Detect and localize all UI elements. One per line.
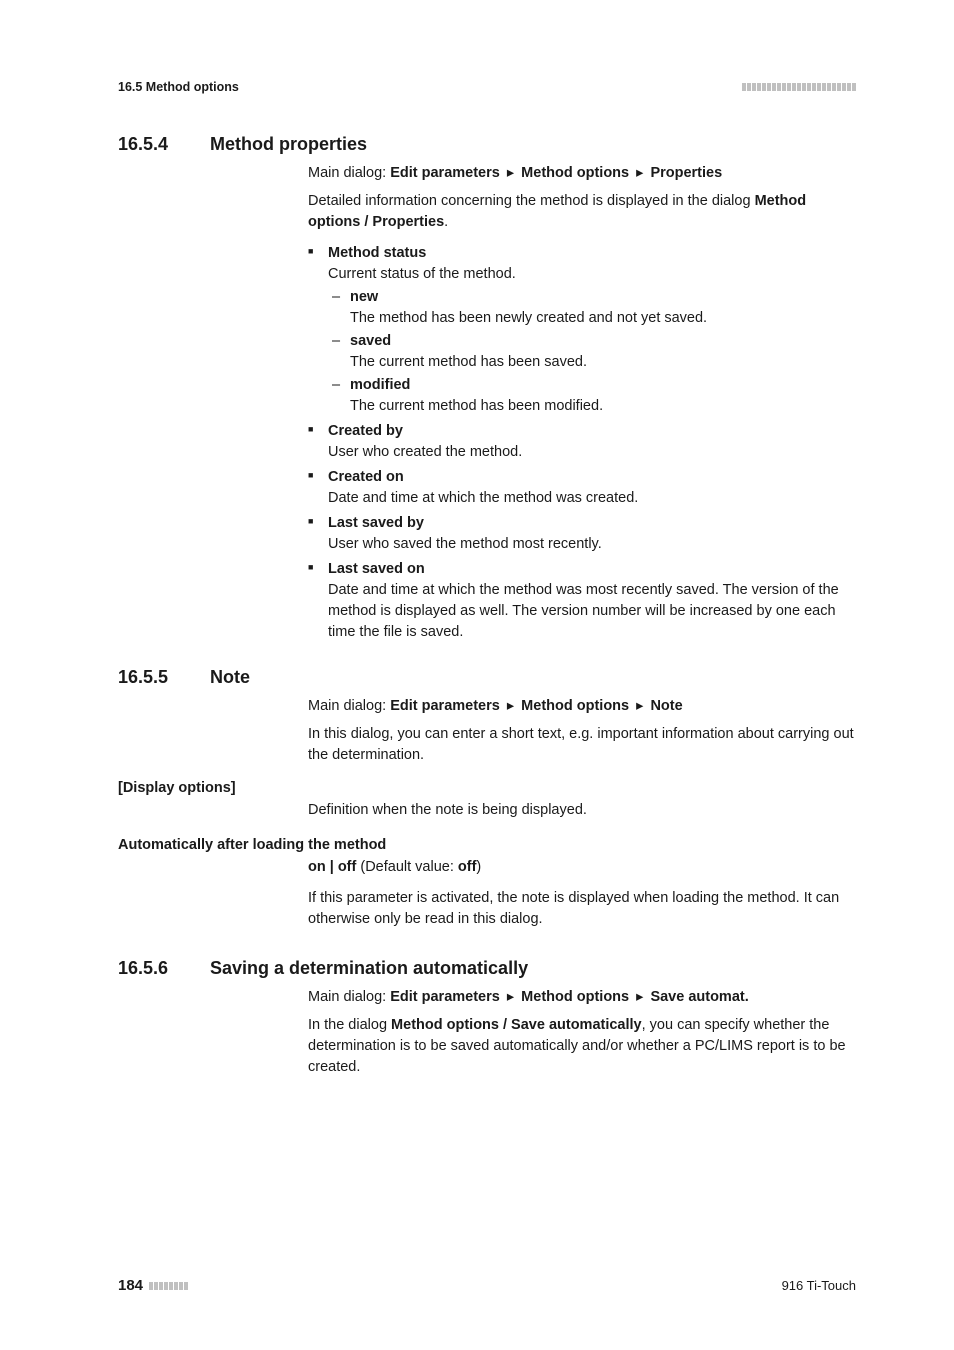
path-part: Save automat.: [650, 989, 748, 1005]
sub-desc: The current method has been modified.: [350, 396, 856, 417]
page-number: 184: [118, 1277, 143, 1294]
header-tickbar: [742, 83, 856, 91]
display-options-desc: Definition when the note is being displa…: [308, 800, 856, 821]
display-options-desc-wrap: Definition when the note is being displa…: [308, 800, 856, 821]
section-title: Method properties: [210, 134, 367, 155]
path-part: Edit parameters: [390, 165, 500, 181]
section-title: Saving a determination automatically: [210, 958, 528, 979]
path-sep-icon: ▸: [636, 989, 643, 1005]
running-header: 16.5 Method options: [118, 80, 856, 94]
device-name: 916 Ti-Touch: [782, 1278, 856, 1293]
section-number: 16.5.6: [118, 958, 210, 979]
path-part: Method options: [521, 989, 629, 1005]
breadcrumb-path: Main dialog: Edit parameters ▸ Method op…: [308, 165, 856, 181]
path-label: Main dialog:: [308, 989, 386, 1005]
list-item: Created by User who created the method.: [308, 421, 856, 463]
section-body-3: Main dialog: Edit parameters ▸ Method op…: [308, 989, 856, 1078]
list-item: new The method has been newly created an…: [328, 287, 856, 329]
section-heading-3: 16.5.6 Saving a determination automatica…: [118, 958, 856, 979]
path-part: Properties: [650, 165, 722, 181]
display-options-label: [Display options]: [118, 780, 856, 796]
prop-title: Created by: [328, 421, 856, 442]
prop-title: Last saved on: [328, 559, 856, 580]
header-section-ref: 16.5 Method options: [118, 80, 239, 94]
list-item: Created on Date and time at which the me…: [308, 467, 856, 509]
page: 16.5 Method options 16.5.4 Method proper…: [0, 0, 954, 1350]
sub-title: new: [350, 287, 856, 308]
list-item: Last saved by User who saved the method …: [308, 513, 856, 555]
section-intro: In the dialog Method options / Save auto…: [308, 1015, 856, 1078]
prop-desc: User who saved the method most recently.: [328, 534, 856, 555]
path-part: Edit parameters: [390, 698, 500, 714]
section-heading-2: 16.5.5 Note: [118, 667, 856, 688]
list-item: Last saved on Date and time at which the…: [308, 559, 856, 643]
sub-title: modified: [350, 375, 856, 396]
section-number: 16.5.5: [118, 667, 210, 688]
sub-desc: The method has been newly created and no…: [350, 308, 856, 329]
section-intro: In this dialog, you can enter a short te…: [308, 724, 856, 766]
path-sep-icon: ▸: [507, 165, 514, 181]
sub-title: saved: [350, 331, 856, 352]
path-sep-icon: ▸: [636, 698, 643, 714]
param-desc: If this parameter is activated, the note…: [308, 888, 856, 930]
prop-title: Last saved by: [328, 513, 856, 534]
list-item: saved The current method has been saved.: [328, 331, 856, 373]
footer-tickbar: [149, 1282, 188, 1290]
path-label: Main dialog:: [308, 698, 386, 714]
page-footer: 184 916 Ti-Touch: [118, 1277, 856, 1294]
path-sep-icon: ▸: [507, 989, 514, 1005]
path-part: Method options: [521, 698, 629, 714]
param-label: Automatically after loading the method: [118, 837, 856, 853]
param-body: on | off (Default value: off) If this pa…: [308, 857, 856, 930]
path-part: Note: [650, 698, 682, 714]
breadcrumb-path: Main dialog: Edit parameters ▸ Method op…: [308, 989, 856, 1005]
section-intro: Detailed information concerning the meth…: [308, 191, 856, 233]
section-number: 16.5.4: [118, 134, 210, 155]
page-number-wrap: 184: [118, 1277, 188, 1294]
prop-desc: User who created the method.: [328, 442, 856, 463]
prop-desc: Date and time at which the method was mo…: [328, 580, 856, 643]
prop-title: Created on: [328, 467, 856, 488]
prop-title: Method status: [328, 243, 856, 264]
breadcrumb-path: Main dialog: Edit parameters ▸ Method op…: [308, 698, 856, 714]
section-body-2: Main dialog: Edit parameters ▸ Method op…: [308, 698, 856, 766]
sub-list: new The method has been newly created an…: [328, 287, 856, 417]
section-title: Note: [210, 667, 250, 688]
path-sep-icon: ▸: [636, 165, 643, 181]
path-part: Edit parameters: [390, 989, 500, 1005]
prop-desc: Current status of the method.: [328, 264, 856, 285]
path-label: Main dialog:: [308, 165, 386, 181]
list-item: modified The current method has been mod…: [328, 375, 856, 417]
section-body-1: Main dialog: Edit parameters ▸ Method op…: [308, 165, 856, 643]
path-part: Method options: [521, 165, 629, 181]
list-item: Method status Current status of the meth…: [308, 243, 856, 417]
path-sep-icon: ▸: [507, 698, 514, 714]
prop-desc: Date and time at which the method was cr…: [328, 488, 856, 509]
sub-desc: The current method has been saved.: [350, 352, 856, 373]
param-values: on | off (Default value: off): [308, 857, 856, 878]
property-list: Method status Current status of the meth…: [308, 243, 856, 643]
section-heading-1: 16.5.4 Method properties: [118, 134, 856, 155]
